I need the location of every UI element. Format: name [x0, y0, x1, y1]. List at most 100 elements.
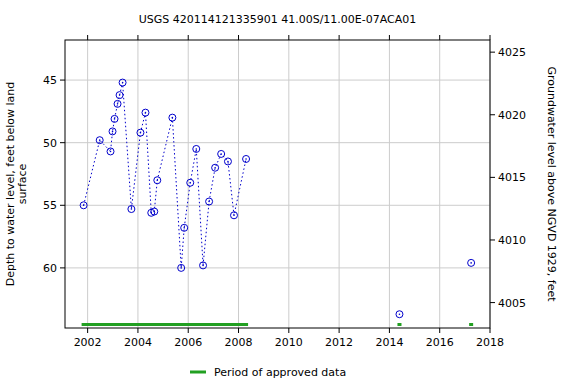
marker-ring — [96, 137, 103, 144]
plot-frame — [65, 40, 490, 328]
marker-ring — [218, 150, 225, 157]
data-point — [154, 177, 161, 184]
marker-dot — [195, 148, 197, 150]
marker-ring — [224, 158, 231, 165]
data-point — [396, 311, 403, 318]
marker-ring — [142, 109, 149, 116]
marker-dot — [220, 153, 222, 155]
data-point — [111, 115, 118, 122]
data-point — [178, 264, 185, 271]
data-point — [116, 92, 123, 99]
x-tick — [339, 35, 340, 40]
marker-dot — [208, 201, 210, 203]
marker-dot — [119, 94, 121, 96]
data-point — [119, 79, 126, 86]
y2-tick-label: 4020 — [498, 109, 526, 122]
x-tick — [389, 35, 390, 40]
data-point — [243, 155, 250, 162]
x-tick — [137, 328, 138, 333]
y2-tick — [490, 52, 495, 53]
x-tick-label: 2016 — [426, 336, 454, 349]
x-tick-label: 2012 — [325, 336, 353, 349]
x-tick — [238, 328, 239, 333]
data-point — [212, 164, 219, 171]
x-tick — [288, 35, 289, 40]
marker-ring — [181, 224, 188, 231]
x-tick — [87, 328, 88, 333]
marker-ring — [169, 114, 176, 121]
data-point — [142, 109, 149, 116]
x-tick-label: 2014 — [375, 336, 403, 349]
data-point — [193, 145, 200, 152]
marker-dot — [110, 151, 112, 153]
series-line — [84, 83, 472, 268]
y-tick — [60, 205, 65, 206]
marker-dot — [114, 118, 116, 120]
y2-tick — [490, 239, 495, 240]
marker-ring — [200, 262, 207, 269]
marker-dot — [245, 158, 247, 160]
x-tick-label: 2006 — [174, 336, 202, 349]
marker-ring — [80, 202, 87, 209]
data-point — [224, 158, 231, 165]
marker-ring — [154, 177, 161, 184]
marker-ring — [116, 92, 123, 99]
x-tick — [137, 35, 138, 40]
marker-ring — [109, 128, 116, 135]
marker-dot — [227, 161, 229, 163]
legend-label: Period of approved data — [214, 366, 346, 379]
x-grid-line — [339, 40, 340, 328]
marker-dot — [99, 139, 101, 141]
y2-tick — [490, 114, 495, 115]
data-point — [114, 100, 121, 107]
marker-dot — [122, 82, 124, 84]
marker-dot — [153, 211, 155, 213]
y2-tick-label: 4015 — [498, 171, 526, 184]
y-tick — [60, 80, 65, 81]
data-point — [169, 114, 176, 121]
marker-ring — [107, 148, 114, 155]
x-tick — [389, 328, 390, 333]
x-tick — [238, 35, 239, 40]
x-tick — [188, 35, 189, 40]
y-grid-line — [65, 142, 490, 143]
y2-tick-label: 4005 — [498, 297, 526, 310]
x-tick — [490, 35, 491, 40]
data-point — [181, 224, 188, 231]
data-point — [230, 212, 237, 219]
data-point — [151, 208, 158, 215]
marker-ring — [396, 311, 403, 318]
x-grid-line — [188, 40, 189, 328]
data-point — [218, 150, 225, 157]
marker-ring — [206, 198, 213, 205]
y2-tick — [490, 177, 495, 178]
approved-period-bar — [397, 323, 401, 326]
data-point — [187, 179, 194, 186]
x-grid-line — [439, 40, 440, 328]
y-tick-label: 60 — [43, 262, 57, 275]
x-grid-line — [238, 40, 239, 328]
marker-dot — [189, 182, 191, 184]
marker-dot — [202, 265, 204, 267]
data-point — [128, 206, 135, 213]
data-point — [137, 129, 144, 136]
data-point — [468, 259, 475, 266]
marker-dot — [180, 267, 182, 269]
marker-ring — [178, 264, 185, 271]
y-grid-line — [65, 205, 490, 206]
x-tick-label: 2018 — [476, 336, 504, 349]
marker-ring — [212, 164, 219, 171]
marker-ring — [151, 208, 158, 215]
data-point — [109, 128, 116, 135]
marker-ring — [243, 155, 250, 162]
x-tick — [87, 35, 88, 40]
marker-ring — [111, 115, 118, 122]
y2-axis-label: Groundwater level above NGVD 1929, feet — [545, 66, 558, 302]
x-tick-label: 2008 — [225, 336, 253, 349]
y2-tick — [490, 302, 495, 303]
x-grid-line — [87, 40, 88, 328]
y-grid-line — [65, 80, 490, 81]
data-point — [96, 137, 103, 144]
marker-dot — [83, 204, 85, 206]
marker-ring — [119, 79, 126, 86]
